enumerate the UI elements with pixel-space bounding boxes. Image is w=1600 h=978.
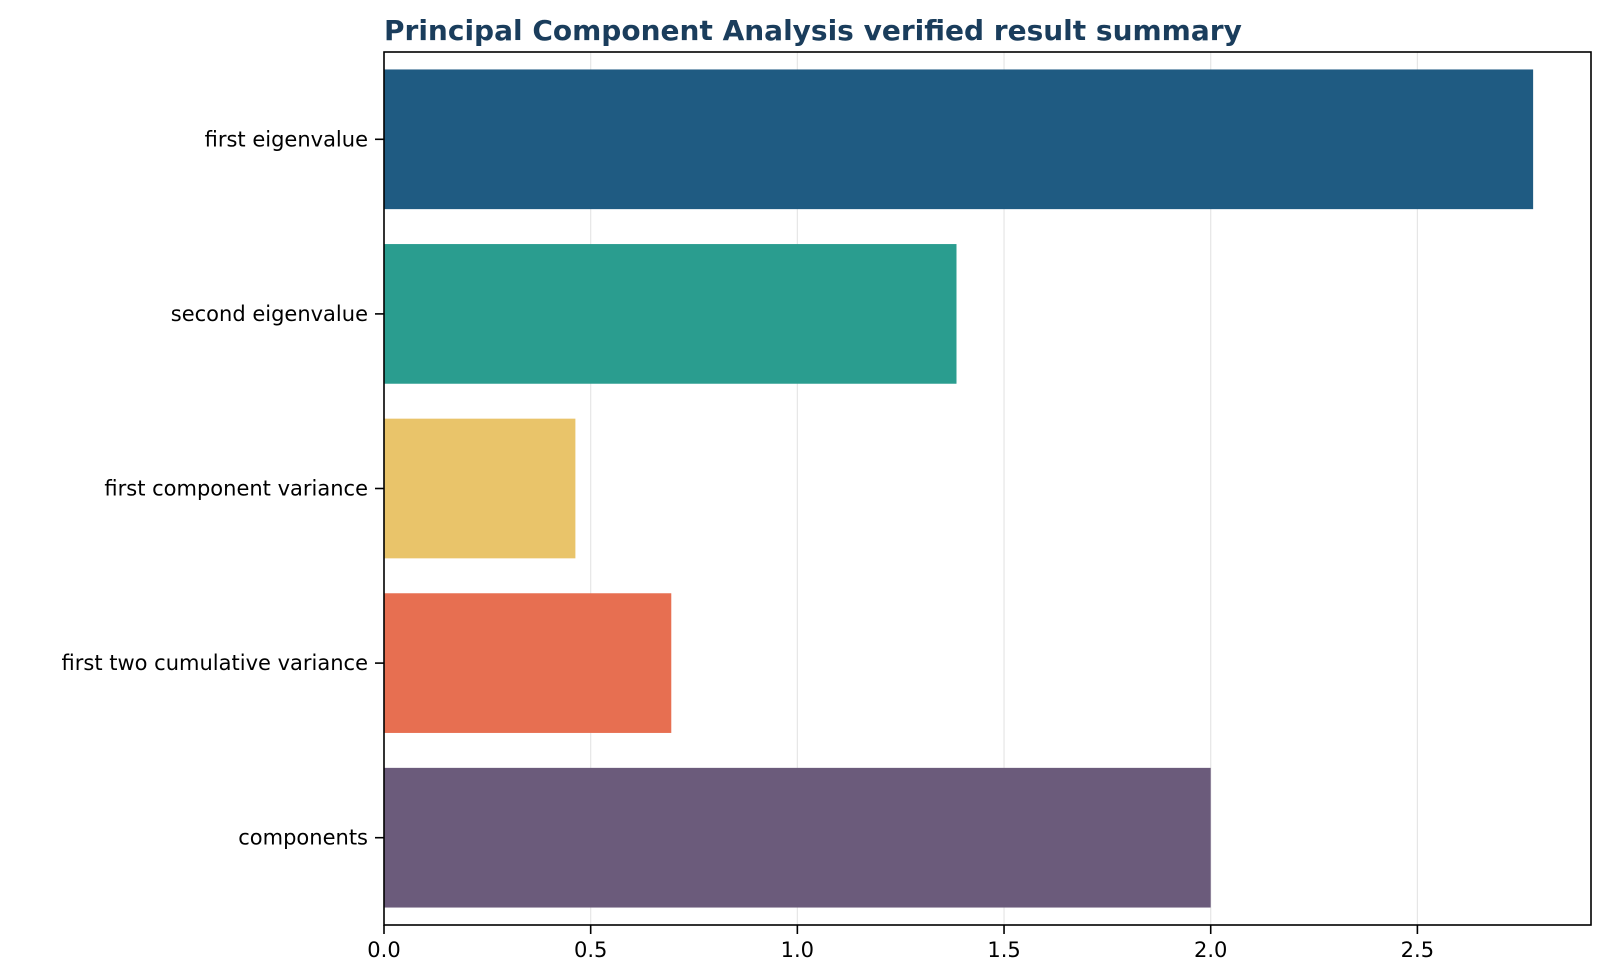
bar-first-two-cumulative-variance bbox=[384, 593, 672, 733]
x-tick-label: 0.5 bbox=[574, 938, 607, 962]
x-tick-label: 0.0 bbox=[367, 938, 400, 962]
x-tick-label: 2.5 bbox=[1401, 938, 1434, 962]
bar-second-eigenvalue bbox=[384, 244, 957, 384]
plot-frame bbox=[383, 51, 1592, 926]
y-tick-label: first two cumulative variance bbox=[62, 651, 368, 675]
x-tick-label: 1.0 bbox=[781, 938, 814, 962]
bar-first-component-variance bbox=[384, 418, 576, 559]
bars bbox=[384, 69, 1534, 908]
y-tick-label: components bbox=[238, 826, 368, 850]
axes bbox=[375, 51, 1592, 934]
bar-components bbox=[384, 767, 1211, 908]
tick-labels: first eigenvalue second eigenvalue first c… bbox=[62, 127, 1435, 962]
bar-first-eigenvalue bbox=[384, 69, 1534, 210]
x-tick-label: 2.0 bbox=[1194, 938, 1227, 962]
y-tick-label: first component variance bbox=[104, 477, 368, 501]
y-tick-label: second eigenvalue bbox=[171, 302, 368, 326]
chart-title: Principal Component Analysis verified re… bbox=[384, 14, 1242, 47]
y-tick-label: first eigenvalue bbox=[205, 127, 368, 151]
x-tick-label: 1.5 bbox=[987, 938, 1020, 962]
